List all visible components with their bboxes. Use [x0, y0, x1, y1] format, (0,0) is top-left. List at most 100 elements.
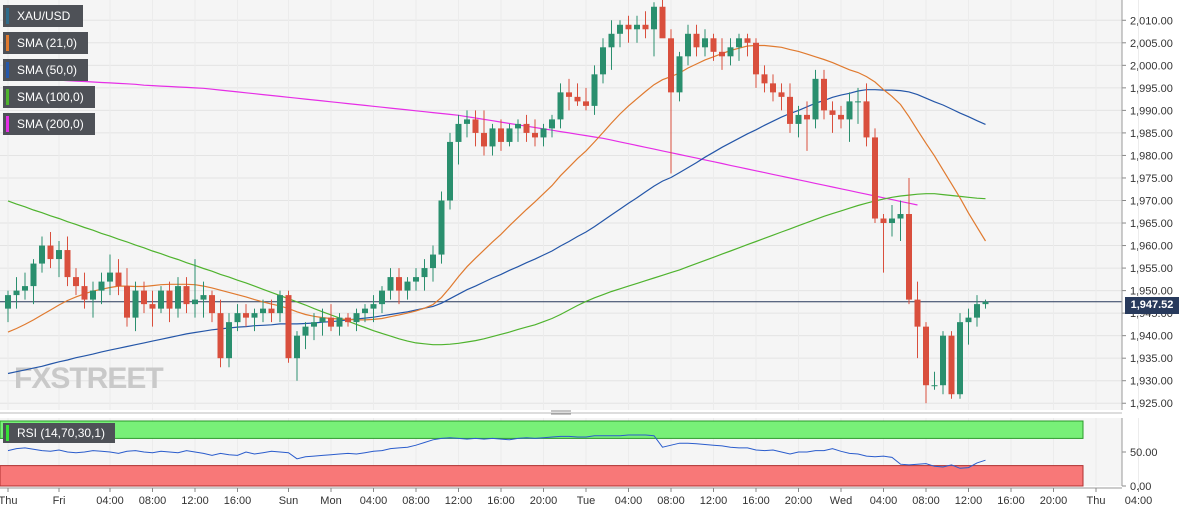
candle-body — [880, 218, 887, 224]
candle — [872, 128, 878, 224]
time-tick-label: Thu — [0, 495, 17, 507]
candle — [413, 268, 419, 291]
candle — [141, 281, 147, 314]
legend-label-sma200: SMA (200,0) — [17, 117, 84, 131]
candle — [506, 123, 513, 147]
candle — [812, 69, 819, 129]
candle — [974, 295, 980, 327]
candle — [39, 236, 45, 273]
candle-body — [557, 92, 564, 120]
candle — [345, 313, 351, 327]
legend-sma100[interactable]: SMA (100,0) — [3, 86, 95, 108]
price-tick-label: 1,985.00 — [1130, 128, 1173, 140]
candle-body — [438, 200, 445, 255]
candle — [719, 38, 725, 70]
candle — [13, 277, 20, 309]
candle-body — [863, 101, 870, 138]
candle — [863, 83, 870, 147]
candle-body — [90, 290, 96, 300]
time-tick-label: 20:00 — [1040, 495, 1068, 507]
candle — [591, 65, 598, 115]
candle-body — [574, 96, 581, 102]
candle — [600, 38, 606, 84]
candle-body — [982, 301, 989, 305]
candle — [209, 290, 215, 323]
rsi-swatch — [6, 425, 9, 441]
candle — [311, 313, 317, 341]
candle — [668, 29, 674, 174]
candle — [651, 2, 657, 57]
candle-body — [98, 281, 105, 291]
candle — [124, 268, 130, 327]
candle — [421, 259, 428, 291]
legend-swatch-sma21 — [6, 35, 9, 51]
candle-body — [659, 6, 666, 39]
candle — [319, 308, 326, 336]
rsi-tick-label: 0.00 — [1130, 481, 1151, 493]
candle — [243, 304, 249, 327]
price-tick-label: 1,965.00 — [1130, 218, 1173, 230]
rsi-overbought-zone — [0, 420, 1084, 439]
time-tick-label: 12:00 — [955, 495, 983, 507]
candle-body — [353, 313, 360, 323]
price-tick-label: 1,940.00 — [1130, 331, 1173, 343]
candle — [583, 87, 589, 111]
legend-sma200[interactable]: SMA (200,0) — [3, 113, 95, 135]
candle-body — [107, 272, 113, 282]
candle — [430, 245, 436, 282]
candle-body — [481, 132, 487, 147]
candle — [336, 313, 343, 336]
time-tick-label: 04:00 — [870, 495, 898, 507]
current-price-tag: 1,947.52 — [1125, 297, 1179, 314]
candle — [47, 232, 54, 269]
candle-body — [821, 78, 827, 111]
legend-sma50[interactable]: SMA (50,0) — [3, 59, 88, 81]
candle-body — [744, 38, 751, 43]
candle — [200, 281, 207, 318]
legend-swatch-xauusd — [6, 8, 9, 24]
candle — [889, 205, 895, 237]
candle-body — [498, 128, 504, 142]
candle — [676, 51, 683, 102]
candle-body — [47, 245, 54, 260]
rsi-legend[interactable]: RSI (14,70,30,1) — [3, 423, 115, 443]
candle — [268, 299, 275, 323]
price-tick-label: 2,000.00 — [1130, 60, 1173, 72]
legend-sma21[interactable]: SMA (21,0) — [3, 32, 88, 54]
candle — [353, 308, 360, 332]
time-tick-label: 04:00 — [360, 495, 388, 507]
candle — [158, 286, 164, 314]
candle — [285, 290, 292, 363]
candle — [149, 290, 156, 327]
candle — [829, 101, 836, 133]
legend-swatch-sma200 — [6, 116, 9, 132]
candle-body — [702, 38, 708, 48]
time-tick-label: 08:00 — [402, 495, 430, 507]
price-tick-label: 2,005.00 — [1130, 38, 1173, 50]
time-tick-label: Thu — [1087, 495, 1106, 507]
candle-body — [625, 24, 632, 30]
rsi-oversold-zone — [0, 465, 1084, 487]
candle — [710, 33, 717, 61]
candle-body — [141, 290, 147, 305]
candle-body — [56, 250, 62, 260]
legend-xauusd[interactable]: XAU/USD — [3, 5, 83, 27]
candle — [217, 299, 224, 368]
time-tick-label: 20:00 — [785, 495, 813, 507]
candle — [251, 308, 258, 332]
candle — [880, 214, 887, 273]
candle — [914, 281, 921, 359]
candle — [608, 20, 615, 70]
candle — [787, 83, 793, 133]
candle — [107, 254, 113, 296]
time-tick-label: Wed — [830, 495, 852, 507]
candle — [634, 15, 640, 43]
candle — [557, 83, 564, 129]
rsi-tick-label: 50.00 — [1130, 447, 1158, 459]
candle — [923, 322, 929, 404]
candle-body — [81, 286, 88, 300]
candle-body — [676, 56, 683, 93]
candle — [744, 33, 751, 57]
